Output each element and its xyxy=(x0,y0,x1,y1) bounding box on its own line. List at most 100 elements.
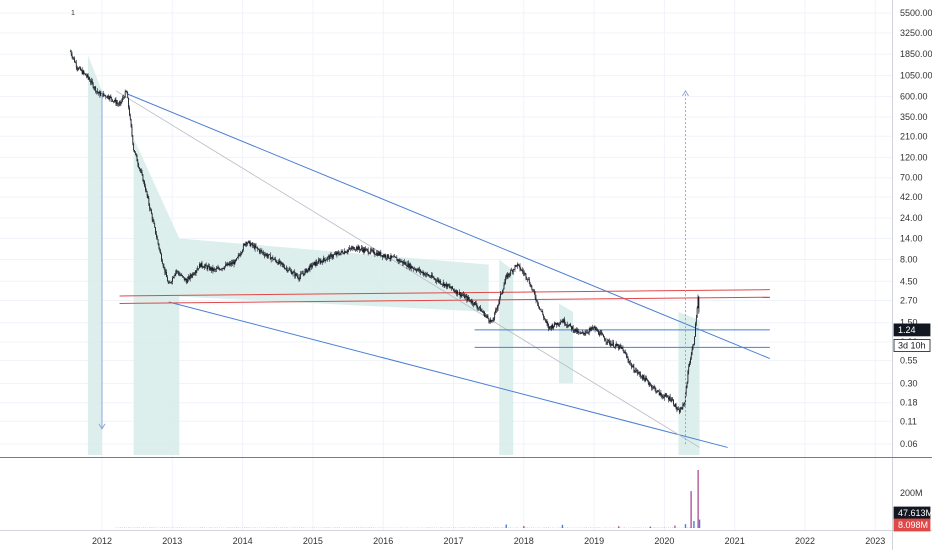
candle-body xyxy=(188,276,190,279)
candle-body xyxy=(394,256,396,258)
volume-axis[interactable]: 200M xyxy=(900,488,923,498)
volatility-band xyxy=(87,55,700,456)
candle-body xyxy=(260,250,262,251)
candle-body xyxy=(404,261,405,264)
candle-body xyxy=(264,254,266,256)
time-axis[interactable]: 2012 2013 2014 2015 2016 2017 2018 2019 2020 2021… xyxy=(92,536,885,546)
candle-body xyxy=(456,290,458,294)
candle-body xyxy=(109,96,111,100)
candle-body xyxy=(364,248,366,252)
drop-arrow-head xyxy=(98,423,106,430)
candle-body xyxy=(660,392,662,396)
candle-body xyxy=(282,264,284,265)
candle-body xyxy=(237,255,239,258)
candle-body xyxy=(107,95,108,98)
candle-body xyxy=(156,237,158,240)
candle-body xyxy=(512,270,513,273)
price-tick-label-12: 8.00 xyxy=(900,255,918,265)
candle-body xyxy=(566,324,568,326)
candle-body xyxy=(151,213,153,220)
price-tick-label-14: 2.70 xyxy=(900,296,918,306)
candle-body xyxy=(177,271,179,274)
volume-tick-label-0: 200M xyxy=(900,488,923,498)
candle-body xyxy=(70,51,72,55)
candle-body xyxy=(236,258,237,261)
candle-body xyxy=(442,282,444,285)
candle-body xyxy=(215,268,217,270)
candle-body xyxy=(567,325,569,327)
band-segment-4 xyxy=(558,303,574,384)
candle-body xyxy=(274,258,275,260)
volume-spike-10 xyxy=(698,519,701,528)
candle-body xyxy=(505,277,507,282)
candle-body xyxy=(591,327,593,330)
candle-body xyxy=(197,268,199,270)
candle-body xyxy=(276,262,278,263)
candle-body xyxy=(79,67,81,69)
candle-body xyxy=(450,287,452,289)
band-segment-3 xyxy=(499,259,514,455)
candle-body xyxy=(509,274,511,275)
candle-body xyxy=(154,223,156,228)
candle-body xyxy=(684,402,685,405)
candle-body xyxy=(539,308,541,310)
candle-body xyxy=(290,270,291,271)
candle-body xyxy=(234,260,236,265)
candle-body xyxy=(560,322,561,324)
candle-body xyxy=(229,262,231,265)
candle-body xyxy=(473,303,475,305)
candle-body xyxy=(652,387,653,389)
candle-body xyxy=(188,276,189,279)
candle-body xyxy=(492,320,494,321)
candle-body xyxy=(502,289,504,292)
candle-body xyxy=(341,251,343,252)
candle-body xyxy=(654,387,656,389)
volume-tag-label-1: 8.098M xyxy=(898,520,928,530)
candle-body xyxy=(213,268,215,271)
candle-body xyxy=(490,319,492,322)
volume-bar xyxy=(128,527,130,528)
candle-body xyxy=(665,394,667,396)
candle-body xyxy=(431,274,432,278)
candle-body xyxy=(673,404,675,407)
candle-body xyxy=(155,227,156,234)
candle-body xyxy=(643,375,645,379)
candle-body xyxy=(680,408,682,410)
annotation-arrows[interactable] xyxy=(98,89,689,445)
candle-body xyxy=(190,274,192,277)
candle-body xyxy=(626,356,628,358)
candle-body xyxy=(189,274,191,279)
candle-body xyxy=(382,255,383,258)
candle-body xyxy=(80,69,82,71)
candle-body xyxy=(239,255,241,256)
candle-body xyxy=(534,293,536,298)
candle-body xyxy=(596,328,598,332)
candle-body xyxy=(323,258,325,260)
candle-body xyxy=(216,268,218,270)
price-tick-label-17: 0.55 xyxy=(900,356,918,366)
candle-body xyxy=(295,273,297,277)
candle-body xyxy=(617,345,619,347)
candle-body xyxy=(614,344,616,347)
candle-body xyxy=(619,345,621,347)
candle-body xyxy=(174,274,176,276)
candle-body xyxy=(315,262,317,266)
candle-body xyxy=(498,301,500,305)
candle-body xyxy=(346,251,348,253)
trend-lines[interactable] xyxy=(115,90,771,448)
candle-body xyxy=(281,262,283,265)
candle-body xyxy=(252,243,253,246)
candle-body xyxy=(568,325,570,327)
candle-body xyxy=(475,303,477,306)
candle-body xyxy=(368,253,370,254)
band-segment-5 xyxy=(678,311,700,455)
candle-body xyxy=(539,306,540,309)
candle-body xyxy=(569,323,571,326)
candle-body xyxy=(139,167,140,170)
candle-body xyxy=(319,260,321,263)
candle-body xyxy=(127,93,129,99)
candle-body xyxy=(172,277,174,279)
candle-body xyxy=(336,252,338,255)
volume-spike-1 xyxy=(523,525,525,528)
